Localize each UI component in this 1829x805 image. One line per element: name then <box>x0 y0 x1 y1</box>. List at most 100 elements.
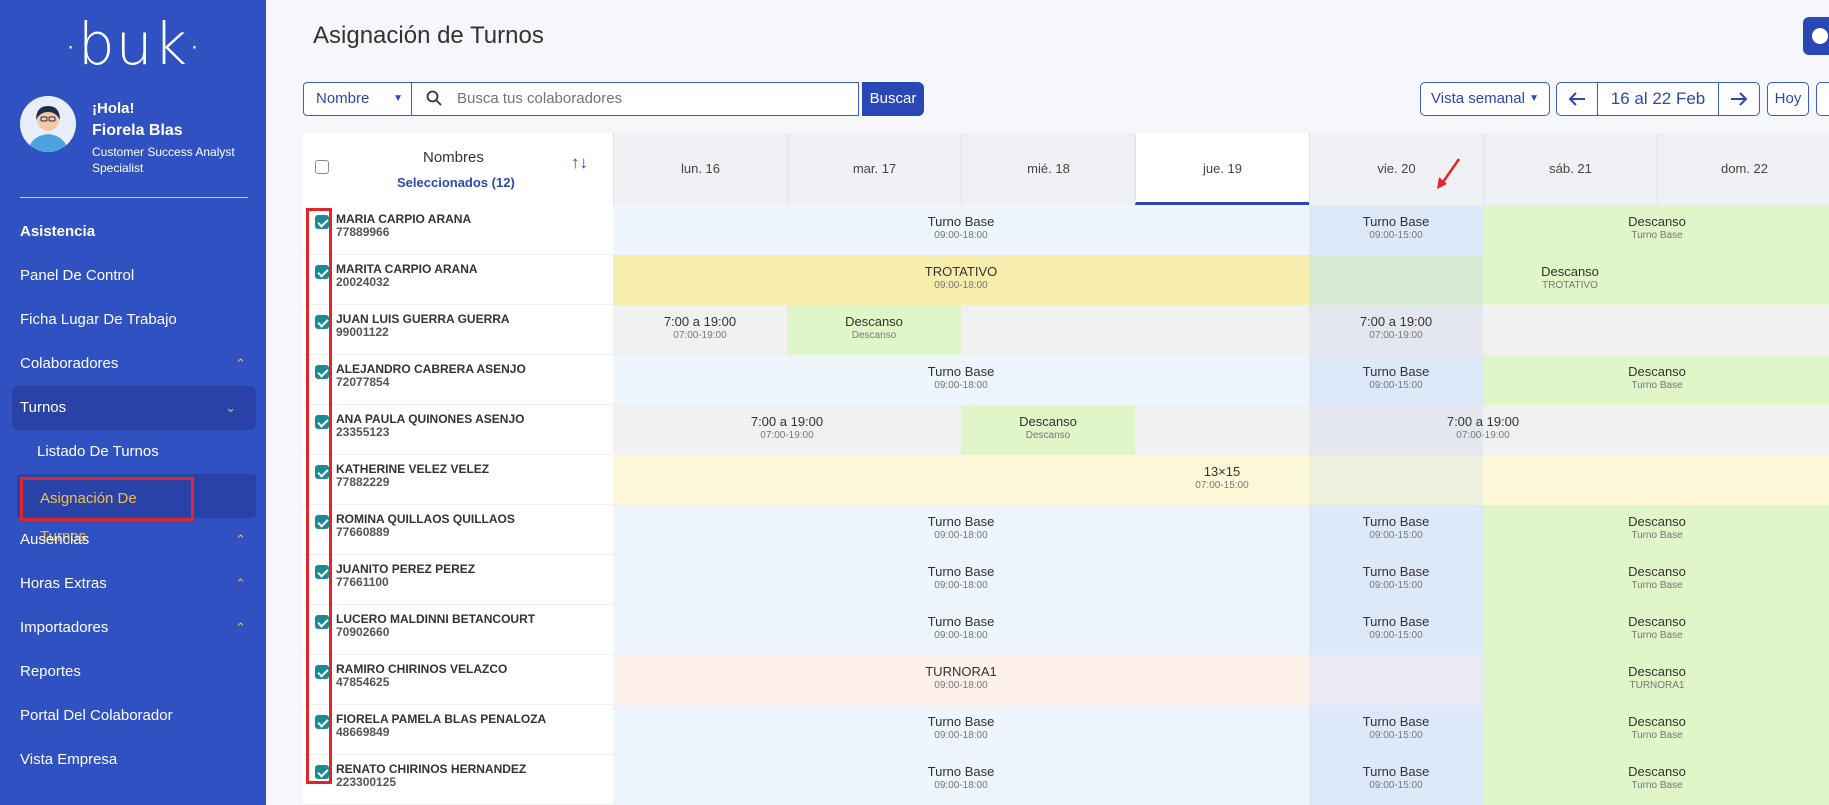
employee-name[interactable]: MARITA CARPIO ARANA <box>336 262 478 276</box>
row-checkbox[interactable] <box>315 315 329 329</box>
sidebar-item-turnos[interactable]: Turnos ⌄ <box>12 386 256 430</box>
shift-block[interactable]: Turno Base 09:00-15:00 <box>1309 205 1483 255</box>
filter-select[interactable]: Nombre ▼ <box>303 82 412 116</box>
shift-block[interactable]: Descanso Turno Base <box>1483 755 1829 805</box>
employee-name[interactable]: ANA PAULA QUINONES ASENJO <box>336 412 525 426</box>
shift-block[interactable]: Turno Base 09:00-18:00 <box>613 555 1309 605</box>
shift-block[interactable]: Descanso TROTATIVO <box>1483 255 1657 305</box>
day-header[interactable]: vie. 20 <box>1309 133 1483 205</box>
shift-block[interactable]: Descanso Descanso <box>961 405 1135 455</box>
shift-block[interactable]: 7:00 a 19:00 07:00-19:00 <box>613 305 787 355</box>
search-button[interactable]: Buscar <box>862 82 924 116</box>
shift-block[interactable] <box>1309 255 1483 305</box>
row-checkbox[interactable] <box>315 465 329 479</box>
row-checkbox[interactable] <box>315 765 329 779</box>
shift-block[interactable]: Descanso Turno Base <box>1483 355 1829 405</box>
shift-block[interactable]: Turno Base 09:00-18:00 <box>613 605 1309 655</box>
sidebar-item-portal-colaborador[interactable]: Portal Del Colaborador <box>0 694 266 738</box>
shift-block[interactable]: Descanso Turno Base <box>1483 555 1829 605</box>
shift-block[interactable] <box>1483 305 1829 355</box>
sidebar-item-ausencias[interactable]: Ausencias ⌃ <box>0 518 266 562</box>
shift-block[interactable] <box>1309 455 1483 505</box>
employee-name[interactable]: JUAN LUIS GUERRA GUERRA <box>336 312 510 326</box>
employee-name[interactable]: LUCERO MALDINNI BETANCOURT <box>336 612 536 626</box>
shift-block[interactable] <box>1483 405 1829 455</box>
row-checkbox[interactable] <box>315 265 329 279</box>
shift-block[interactable]: 13×15 07:00-15:00 <box>1135 455 1309 505</box>
employee-name[interactable]: KATHERINE VELEZ VELEZ <box>336 462 490 476</box>
row-checkbox[interactable] <box>315 515 329 529</box>
shift-block[interactable] <box>1309 655 1483 705</box>
day-header[interactable]: dom. 22 <box>1657 133 1829 205</box>
shift-block[interactable]: Turno Base 09:00-18:00 <box>613 355 1309 405</box>
sidebar-item-panel-de-control[interactable]: Panel De Control <box>0 254 266 298</box>
shift-block[interactable]: Descanso Turno Base <box>1483 705 1829 755</box>
shift-block[interactable]: Descanso Descanso <box>787 305 961 355</box>
sidebar-item-horas-extras[interactable]: Horas Extras ⌃ <box>0 562 266 606</box>
employee-name[interactable]: RAMIRO CHIRINOS VELAZCO <box>336 662 508 676</box>
sort-icon[interactable]: ↑↓ <box>571 153 588 172</box>
sidebar-item-ficha-lugar[interactable]: Ficha Lugar De Trabajo <box>0 298 266 342</box>
shift-block[interactable]: Descanso TURNORA1 <box>1483 655 1829 705</box>
date-range[interactable]: 16 al 22 Feb <box>1598 82 1718 116</box>
buk-logo[interactable]: ·buk· <box>64 10 202 78</box>
shift-block[interactable]: Turno Base 09:00-18:00 <box>613 755 1309 805</box>
view-select[interactable]: Vista semanal ▼ <box>1420 82 1550 116</box>
shift-block[interactable]: Turno Base 09:00-15:00 <box>1309 555 1483 605</box>
shift-block[interactable]: Turno Base 09:00-18:00 <box>613 505 1309 555</box>
shift-block[interactable] <box>1135 405 1309 455</box>
shift-block[interactable]: Descanso Turno Base <box>1483 505 1829 555</box>
avatar[interactable] <box>20 96 76 152</box>
select-all-checkbox[interactable] <box>315 160 329 174</box>
row-checkbox[interactable] <box>315 565 329 579</box>
shift-block[interactable] <box>1657 255 1829 305</box>
next-week-button[interactable] <box>1718 82 1760 116</box>
shift-block[interactable]: 7:00 a 19:00 07:00-19:00 <box>1309 305 1483 355</box>
shift-block[interactable]: Turno Base 09:00-15:00 <box>1309 355 1483 405</box>
shift-block[interactable]: Turno Base 09:00-15:00 <box>1309 705 1483 755</box>
shift-block[interactable] <box>1309 405 1483 455</box>
employee-name[interactable]: MARIA CARPIO ARANA <box>336 212 472 226</box>
employee-name[interactable]: FIORELA PAMELA BLAS PENALOZA <box>336 712 547 726</box>
shift-block[interactable]: Descanso Turno Base <box>1483 605 1829 655</box>
sidebar-subitem-asignacion-de-turnos[interactable]: Asignación De Turnos <box>17 474 256 545</box>
previous-week-button[interactable] <box>1556 82 1598 116</box>
day-header[interactable]: mar. 17 <box>787 133 961 205</box>
search-input[interactable] <box>457 90 837 107</box>
row-checkbox[interactable] <box>315 415 329 429</box>
shift-block[interactable] <box>961 305 1309 355</box>
shift-block[interactable]: Turno Base 09:00-18:00 <box>613 205 1309 255</box>
sidebar-item-importadores[interactable]: Importadores ⌃ <box>0 606 266 650</box>
row-checkbox[interactable] <box>315 615 329 629</box>
shift-block[interactable]: 7:00 a 19:00 07:00-19:00 <box>613 405 961 455</box>
shift-block[interactable]: TURNORA1 09:00-18:00 <box>613 655 1309 705</box>
day-header[interactable]: sáb. 21 <box>1483 133 1657 205</box>
shift-block[interactable]: Turno Base 09:00-15:00 <box>1309 605 1483 655</box>
employee-name[interactable]: JUANITO PEREZ PEREZ <box>336 562 476 576</box>
help-button[interactable] <box>1803 17 1829 55</box>
shift-block[interactable]: 7:00 a 19:00 07:00-19:00 <box>1309 405 1657 455</box>
row-checkbox[interactable] <box>315 365 329 379</box>
sidebar-subitem-listado-de-turnos[interactable]: Listado De Turnos <box>0 430 266 474</box>
employee-name[interactable]: ALEJANDRO CABRERA ASENJO <box>336 362 526 376</box>
employee-name[interactable]: RENATO CHIRINOS HERNANDEZ <box>336 762 527 776</box>
today-button[interactable]: Hoy <box>1767 82 1809 116</box>
more-options-button[interactable] <box>1816 82 1829 116</box>
shift-block[interactable]: Turno Base 09:00-18:00 <box>613 705 1309 755</box>
sidebar-item-vista-empresa[interactable]: Vista Empresa <box>0 738 266 782</box>
shift-block[interactable]: Turno Base 09:00-15:00 <box>1309 505 1483 555</box>
row-checkbox[interactable] <box>315 715 329 729</box>
day-header[interactable]: jue. 19 <box>1135 133 1309 205</box>
selected-count[interactable]: Seleccionados (12) <box>397 175 515 190</box>
shift-block[interactable] <box>1483 455 1829 505</box>
sidebar-item-colaboradores[interactable]: Colaboradores ⌃ <box>0 342 266 386</box>
shift-block[interactable]: Turno Base 09:00-15:00 <box>1309 755 1483 805</box>
day-header[interactable]: lun. 16 <box>613 133 787 205</box>
row-checkbox[interactable] <box>315 665 329 679</box>
sidebar-item-reportes[interactable]: Reportes <box>0 650 266 694</box>
row-checkbox[interactable] <box>315 215 329 229</box>
day-header[interactable]: mié. 18 <box>961 133 1135 205</box>
shift-block[interactable]: Descanso Turno Base <box>1483 205 1829 255</box>
employee-name[interactable]: ROMINA QUILLAOS QUILLAOS <box>336 512 515 526</box>
shift-block[interactable]: TROTATIVO 09:00-18:00 <box>613 255 1309 305</box>
